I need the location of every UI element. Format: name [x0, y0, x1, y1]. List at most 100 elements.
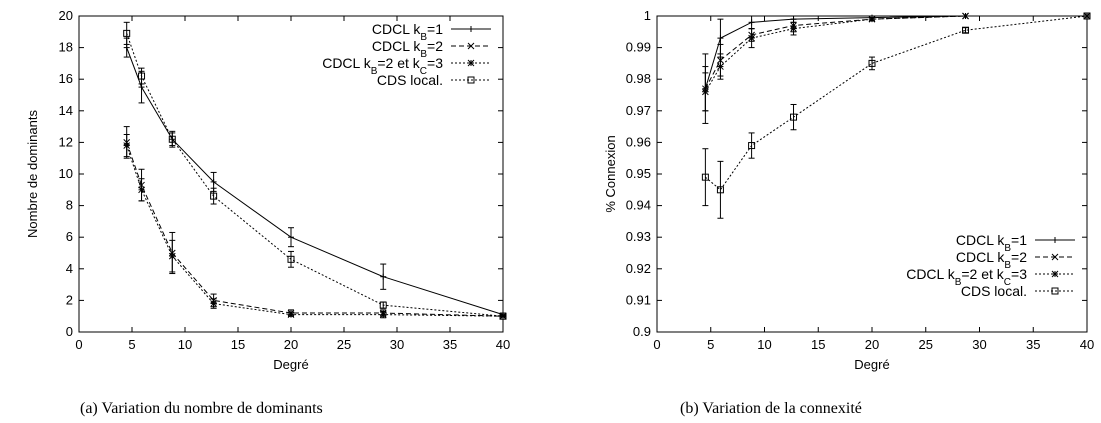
caption-connexite: (b) Variation de la connexité — [680, 400, 862, 417]
series-line — [704, 15, 1087, 89]
legend-label: CDCL kB=2 — [956, 249, 1027, 271]
marker-stroke — [868, 15, 876, 23]
marker-stroke — [499, 312, 507, 320]
legend-subscript: B — [420, 49, 427, 60]
x-axis-label: Degré — [854, 357, 889, 372]
marker-stroke — [790, 113, 798, 121]
legend-subscript: C — [1004, 277, 1011, 288]
data-point — [168, 135, 176, 143]
legend-text: =2 et k — [961, 266, 1004, 282]
legend-swatch-marker — [468, 26, 474, 32]
marker-stroke — [702, 88, 709, 96]
data-point — [287, 255, 295, 263]
legend-subscript: B — [371, 66, 378, 77]
x-tick-label: 40 — [1080, 337, 1094, 352]
data-point — [716, 186, 724, 194]
y-tick-label: 10 — [59, 166, 73, 181]
x-tick-label: 5 — [128, 337, 135, 352]
legend-swatch-marker — [1052, 237, 1058, 243]
x-tick-label: 10 — [178, 337, 192, 352]
legend-text: CDCL k — [906, 266, 955, 282]
data-point — [717, 63, 724, 70]
marker-stroke — [701, 173, 709, 181]
x-tick-label: 35 — [1026, 337, 1040, 352]
legend-label: CDCL kB=1 — [372, 21, 443, 43]
y-tick-label: 6 — [66, 229, 73, 244]
y-tick-label: 0.92 — [626, 261, 651, 276]
data-point — [168, 252, 176, 260]
data-point — [210, 178, 217, 185]
data-point — [499, 312, 507, 320]
series-4 — [123, 21, 507, 320]
legend-text: =2 — [427, 38, 443, 54]
y-tick-label: 16 — [59, 71, 73, 86]
y-axis-label: Nombre de dominants — [25, 110, 40, 238]
legend-text: CDCL k — [372, 38, 421, 54]
data-point — [1083, 12, 1091, 20]
marker-stroke — [868, 59, 876, 67]
data-point — [702, 88, 709, 96]
legend-label: CDS local. — [377, 72, 443, 88]
data-point — [288, 234, 294, 241]
y-tick-label: 2 — [66, 292, 73, 307]
data-point — [748, 19, 755, 26]
y-tick-label: 0.9 — [633, 324, 651, 339]
chart-connexite: 0 5 10 15 20 25 30 35 40 0.9 0.91 0.92 0.93 0.94 0.95 0… — [603, 8, 1094, 372]
y-tick-label: 0.93 — [626, 229, 651, 244]
y-tick-label: 1 — [644, 8, 651, 23]
marker-stroke — [379, 311, 387, 318]
x-tick-label: 20 — [865, 337, 879, 352]
data-point — [868, 15, 876, 23]
marker-stroke — [467, 42, 475, 50]
data-point — [210, 300, 217, 307]
y-tick-label: 0.99 — [626, 40, 651, 55]
series-line — [126, 47, 504, 316]
data-point — [210, 192, 218, 200]
legend-text: =3 — [427, 55, 443, 71]
marker-stroke — [717, 63, 724, 70]
legend-swatch-marker — [467, 76, 475, 84]
y-tick-label: 0.91 — [626, 292, 651, 307]
legend-subscript: B — [1004, 243, 1011, 254]
data-point — [123, 142, 131, 149]
marker-stroke — [123, 29, 131, 37]
series-line — [705, 15, 1088, 191]
x-tick-label: 30 — [390, 337, 404, 352]
data-point — [717, 35, 724, 42]
y-tick-label: 0.98 — [626, 71, 651, 86]
series-line — [704, 15, 1087, 93]
legend-swatch-marker — [467, 42, 475, 50]
series-2 — [123, 126, 507, 320]
data-point — [790, 25, 797, 32]
legend-swatch-marker — [1051, 287, 1059, 295]
marker-stroke — [1051, 270, 1059, 278]
series-3 — [702, 12, 1091, 112]
legend-subscript: B — [1004, 260, 1011, 271]
marker-stroke — [210, 192, 218, 200]
y-tick-label: 18 — [59, 40, 73, 55]
legend-text: =2 et k — [377, 55, 420, 71]
marker-stroke — [1083, 12, 1091, 20]
data-point — [790, 113, 798, 121]
data-point — [287, 311, 295, 318]
marker-stroke — [1051, 253, 1059, 261]
marker-stroke — [138, 186, 145, 194]
legend-subscript: C — [420, 66, 427, 77]
series-4 — [701, 12, 1091, 219]
legend-swatch-marker — [1051, 253, 1059, 261]
marker-stroke — [748, 142, 756, 150]
series-1 — [702, 13, 1090, 124]
series-line — [704, 15, 1087, 89]
x-tick-label: 10 — [757, 337, 771, 352]
marker-stroke — [287, 255, 295, 263]
y-tick-label: 12 — [59, 134, 73, 149]
x-tick-label: 30 — [972, 337, 986, 352]
data-point — [868, 59, 876, 67]
legend-text: CDS local. — [961, 283, 1027, 299]
legend-label: CDS local. — [961, 283, 1027, 299]
data-point — [962, 26, 970, 34]
data-point — [962, 12, 969, 20]
marker-stroke — [748, 34, 755, 42]
